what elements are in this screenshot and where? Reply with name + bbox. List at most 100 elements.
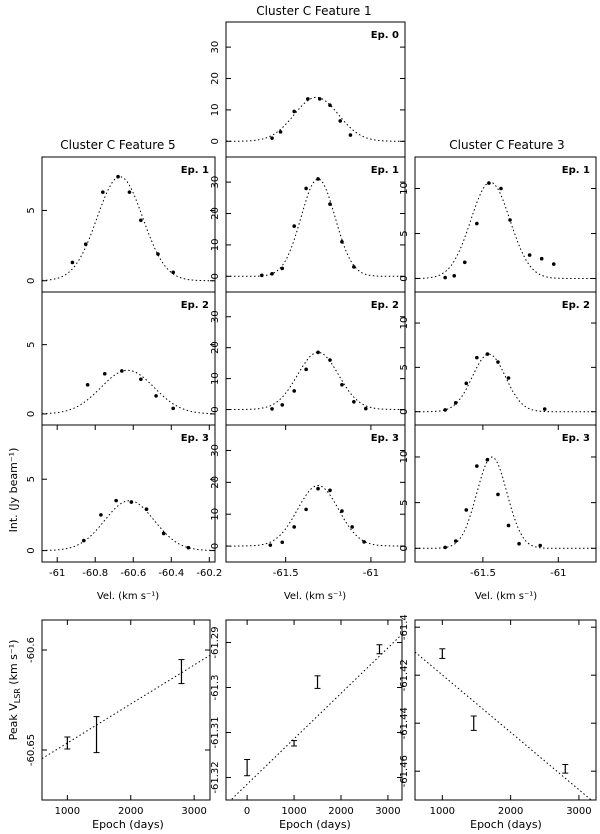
data-point bbox=[156, 252, 160, 256]
epoch-label: Ep. 2 bbox=[562, 300, 590, 311]
data-point bbox=[464, 381, 469, 386]
x-tick-label: 2000 bbox=[498, 806, 523, 817]
y-tick-label: -61.31 bbox=[210, 716, 221, 748]
data-point bbox=[280, 266, 285, 271]
panel-peak-f5: -60.6 -60.65 1000 2000 3000 bbox=[26, 619, 211, 817]
panel-frame bbox=[41, 424, 216, 563]
gaussian-fit bbox=[415, 456, 596, 549]
error-bar bbox=[314, 675, 321, 689]
panel-title: Cluster C Feature 1 bbox=[256, 4, 371, 18]
x-label-epoch-f5: Epoch (days) bbox=[92, 818, 164, 831]
y-tick-label: 0 bbox=[399, 275, 410, 281]
error-bar bbox=[244, 759, 251, 777]
data-point bbox=[328, 202, 332, 206]
data-point bbox=[328, 103, 332, 107]
data-point bbox=[268, 543, 273, 547]
error-bar bbox=[64, 736, 71, 750]
y-tick-label: -61.4 bbox=[399, 614, 410, 640]
y-tick-label: 0 bbox=[210, 543, 221, 549]
x-tick-label: 3000 bbox=[375, 806, 400, 817]
y-tick-label: 5 bbox=[26, 476, 37, 482]
epoch-label: Ep. 2 bbox=[181, 300, 209, 311]
panel-f3-ep2: 0 5 10 Ep. 2 bbox=[399, 291, 597, 426]
data-point bbox=[292, 525, 296, 529]
error-bar bbox=[562, 763, 569, 774]
data-point bbox=[85, 383, 90, 387]
gaussian-fit bbox=[41, 369, 215, 415]
data-point bbox=[453, 539, 458, 543]
data-point bbox=[129, 500, 134, 504]
data-point bbox=[280, 403, 285, 407]
panel-f3-ep1: 0 5 10 Ep. 1 Cluster C Feature 3 bbox=[399, 138, 597, 293]
x-tick-label: 3000 bbox=[181, 806, 206, 817]
error-bar bbox=[439, 648, 446, 659]
y-tick-label: -61.42 bbox=[399, 659, 410, 691]
data-point bbox=[161, 531, 166, 536]
y-tick-label: -61.29 bbox=[210, 626, 221, 658]
data-point bbox=[328, 488, 332, 493]
x-tick-label: 2000 bbox=[328, 806, 353, 817]
epoch-label: Ep. 1 bbox=[181, 165, 209, 176]
x-tick-label: 1000 bbox=[55, 806, 80, 817]
error-bar bbox=[291, 740, 298, 747]
gaussian-fit bbox=[226, 178, 405, 277]
y-label-peak: Peak VLSR (km s⁻¹) bbox=[7, 640, 22, 741]
data-point bbox=[542, 407, 547, 411]
data-point bbox=[527, 253, 532, 257]
data-point bbox=[551, 262, 556, 266]
error-bar bbox=[178, 659, 185, 685]
data-point bbox=[475, 464, 479, 468]
panel-frame bbox=[225, 291, 406, 426]
panel-frame bbox=[225, 619, 403, 801]
x-tick-label: -60.4 bbox=[158, 568, 184, 579]
data-point bbox=[496, 360, 500, 364]
y-tick-label: -61.32 bbox=[210, 761, 221, 793]
data-point bbox=[452, 274, 457, 278]
data-point bbox=[270, 136, 274, 140]
y-tick-label: 30 bbox=[210, 310, 221, 323]
data-point bbox=[539, 256, 544, 261]
panel-f1-ep3: 0 10 20 30 -61.5 -61 Ep. 3 bbox=[210, 424, 406, 579]
data-point bbox=[350, 525, 354, 529]
data-point bbox=[317, 97, 322, 101]
panel-frame bbox=[225, 21, 406, 158]
data-point bbox=[82, 538, 86, 543]
data-point bbox=[316, 486, 320, 491]
data-point bbox=[485, 352, 490, 356]
data-point bbox=[144, 507, 149, 511]
data-point bbox=[443, 275, 447, 280]
data-point bbox=[120, 369, 124, 373]
y-tick-label: 20 bbox=[210, 476, 221, 489]
y-tick-label: 10 bbox=[399, 451, 410, 464]
epoch-label: Ep. 1 bbox=[562, 165, 590, 176]
data-point bbox=[280, 540, 285, 545]
y-tick-label: -60.6 bbox=[26, 637, 37, 663]
y-tick-label: 0 bbox=[210, 406, 221, 412]
y-label-peak-main: Peak V bbox=[7, 703, 20, 741]
panel-peak-f1: -61.29 -61.3 -61.31 -61.32 0 1000 2000 3000 bbox=[210, 619, 403, 817]
data-point bbox=[139, 377, 143, 382]
x-tick-label: -61 bbox=[363, 568, 379, 579]
y-tick-label: -61.44 bbox=[399, 707, 410, 739]
panel-f1-ep2: 0 10 20 30 Ep. 2 bbox=[210, 291, 406, 426]
x-tick-label: 3000 bbox=[566, 806, 591, 817]
data-point bbox=[340, 382, 344, 387]
data-point bbox=[453, 401, 458, 405]
x-label-spectra-f5: Vel. (km s⁻¹) bbox=[97, 591, 159, 602]
y-tick-label: 5 bbox=[399, 230, 410, 236]
x-tick-label: -61.5 bbox=[470, 568, 496, 579]
fit-line bbox=[415, 651, 592, 800]
data-point bbox=[352, 400, 356, 404]
x-tick-label: -61 bbox=[550, 568, 566, 579]
y-tick-label: 20 bbox=[210, 72, 221, 85]
y-label-peak-sub: LSR bbox=[13, 688, 22, 704]
data-point bbox=[363, 406, 368, 411]
gaussian-fit bbox=[226, 351, 405, 410]
data-point bbox=[171, 406, 175, 411]
data-point bbox=[508, 218, 512, 222]
data-point bbox=[316, 177, 320, 181]
panel-f1-ep0: 0 10 20 30 Ep. 0 Cluster C Feature 1 bbox=[210, 4, 406, 158]
data-point bbox=[487, 181, 491, 185]
panel-frame bbox=[41, 619, 211, 801]
